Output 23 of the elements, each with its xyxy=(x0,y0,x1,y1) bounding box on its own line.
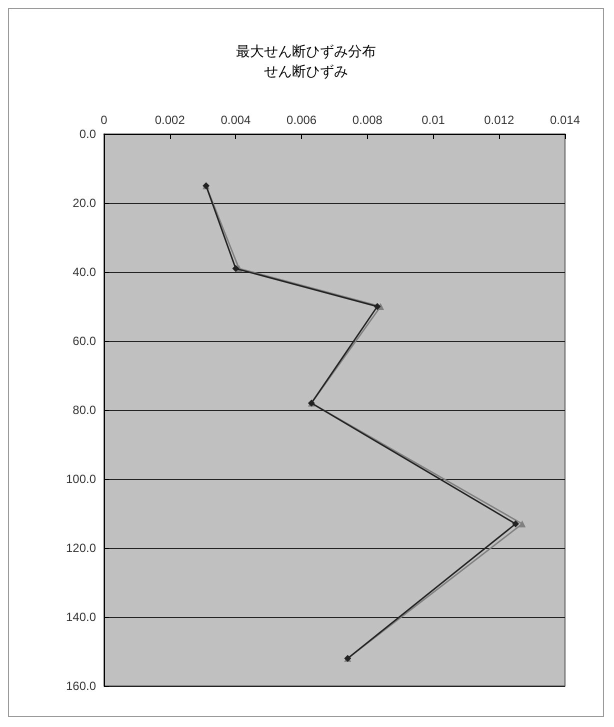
point xyxy=(512,520,520,528)
y-tick-label: 80.0 xyxy=(72,403,96,417)
y-tick-label: 100.0 xyxy=(66,472,96,486)
y-tick-label: 0.0 xyxy=(79,127,96,141)
x-tick-label: 0.008 xyxy=(352,113,383,127)
point xyxy=(232,265,240,272)
y-tick-label: 60.0 xyxy=(72,334,96,348)
y-tick-label: 140.0 xyxy=(66,610,96,624)
y-tick-label: 20.0 xyxy=(72,196,96,210)
x-tick-label: 0.004 xyxy=(220,113,252,127)
y-tick-label: 160.0 xyxy=(66,679,96,693)
x-tick-label: 0.002 xyxy=(154,113,186,127)
y-tick-label: 120.0 xyxy=(66,541,96,555)
x-tick-label: 0.012 xyxy=(484,113,514,127)
x-tick-label: 0.006 xyxy=(286,113,317,127)
x-tick-label: 0 xyxy=(100,113,108,127)
chart-title: 最大せん断ひずみ分布 xyxy=(236,43,376,59)
point xyxy=(374,303,381,310)
chart-subtitle: せん断ひずみ xyxy=(264,63,348,79)
x-tick-label: 0.014 xyxy=(550,113,580,127)
point xyxy=(518,520,526,528)
x-tick-label: 0.01 xyxy=(422,113,446,127)
y-tick-label: 40.0 xyxy=(72,265,96,279)
